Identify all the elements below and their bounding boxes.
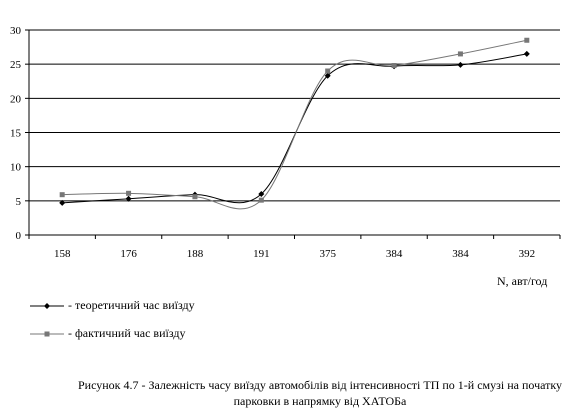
x-tick-labels: 158 176 188 191 375 384 384 392 [54, 248, 535, 260]
x-tick-label-5: 384 [386, 248, 403, 260]
point-s1-1 [126, 190, 132, 196]
point-s0-7 [523, 50, 530, 57]
series-line-0 [62, 53, 527, 204]
legend-label-actual: - фактичний час виїзду [68, 326, 186, 340]
point-s0-1 [125, 195, 132, 202]
line-chart: 0 5 10 15 20 25 30 158 176 188 191 375 384 384 392 N,… [10, 25, 561, 288]
x-tick-label-0: 158 [54, 248, 71, 260]
y-tick-label-5: 5 [16, 196, 22, 208]
x-tick-label-4: 375 [319, 248, 336, 260]
x-tick-label-3: 191 [253, 248, 270, 260]
y-tick-label-20: 20 [10, 93, 22, 105]
point-s1-3 [258, 197, 264, 203]
axes [25, 29, 561, 239]
point-s1-7 [524, 37, 530, 43]
y-tick-label-15: 15 [10, 128, 22, 140]
point-s1-2 [192, 194, 198, 200]
point-s0-4 [324, 72, 331, 79]
x-axis-title: N, авт/год [497, 274, 547, 288]
legend-item-actual: - фактичний час виїзду [30, 326, 185, 341]
legend-item-theoretical: - теоретичний час виїзду [30, 298, 195, 313]
legend-diamond-marker-icon [30, 302, 64, 309]
point-s1-0 [59, 192, 65, 198]
gridlines [29, 29, 560, 202]
series-group [59, 37, 530, 210]
figure-caption: Рисунок 4.7 - Залежність часу виїзду авт… [77, 378, 563, 408]
series-1 [59, 37, 530, 210]
point-s0-3 [258, 191, 265, 197]
point-s0-6 [457, 61, 464, 68]
point-s1-6 [457, 51, 463, 57]
point-s1-4 [325, 68, 331, 74]
series-line-1 [62, 39, 527, 210]
y-tick-label-30: 30 [10, 25, 22, 37]
y-tick-label-10: 10 [10, 162, 22, 174]
y-tick-label-25: 25 [10, 59, 22, 71]
series-0 [59, 50, 530, 206]
x-tick-label-7: 392 [519, 248, 536, 260]
x-tick-label-6: 384 [452, 248, 469, 260]
point-s1-5 [391, 63, 397, 69]
legend-square-marker-icon [30, 331, 64, 336]
x-tick-label-2: 188 [187, 248, 204, 260]
y-tick-label-0: 0 [16, 230, 22, 242]
y-tick-labels: 0 5 10 15 20 25 30 [10, 25, 22, 242]
x-tick-label-1: 176 [120, 248, 137, 260]
legend-label-theoretical: - теоретичний час виїзду [68, 298, 195, 312]
point-s0-0 [59, 199, 66, 206]
